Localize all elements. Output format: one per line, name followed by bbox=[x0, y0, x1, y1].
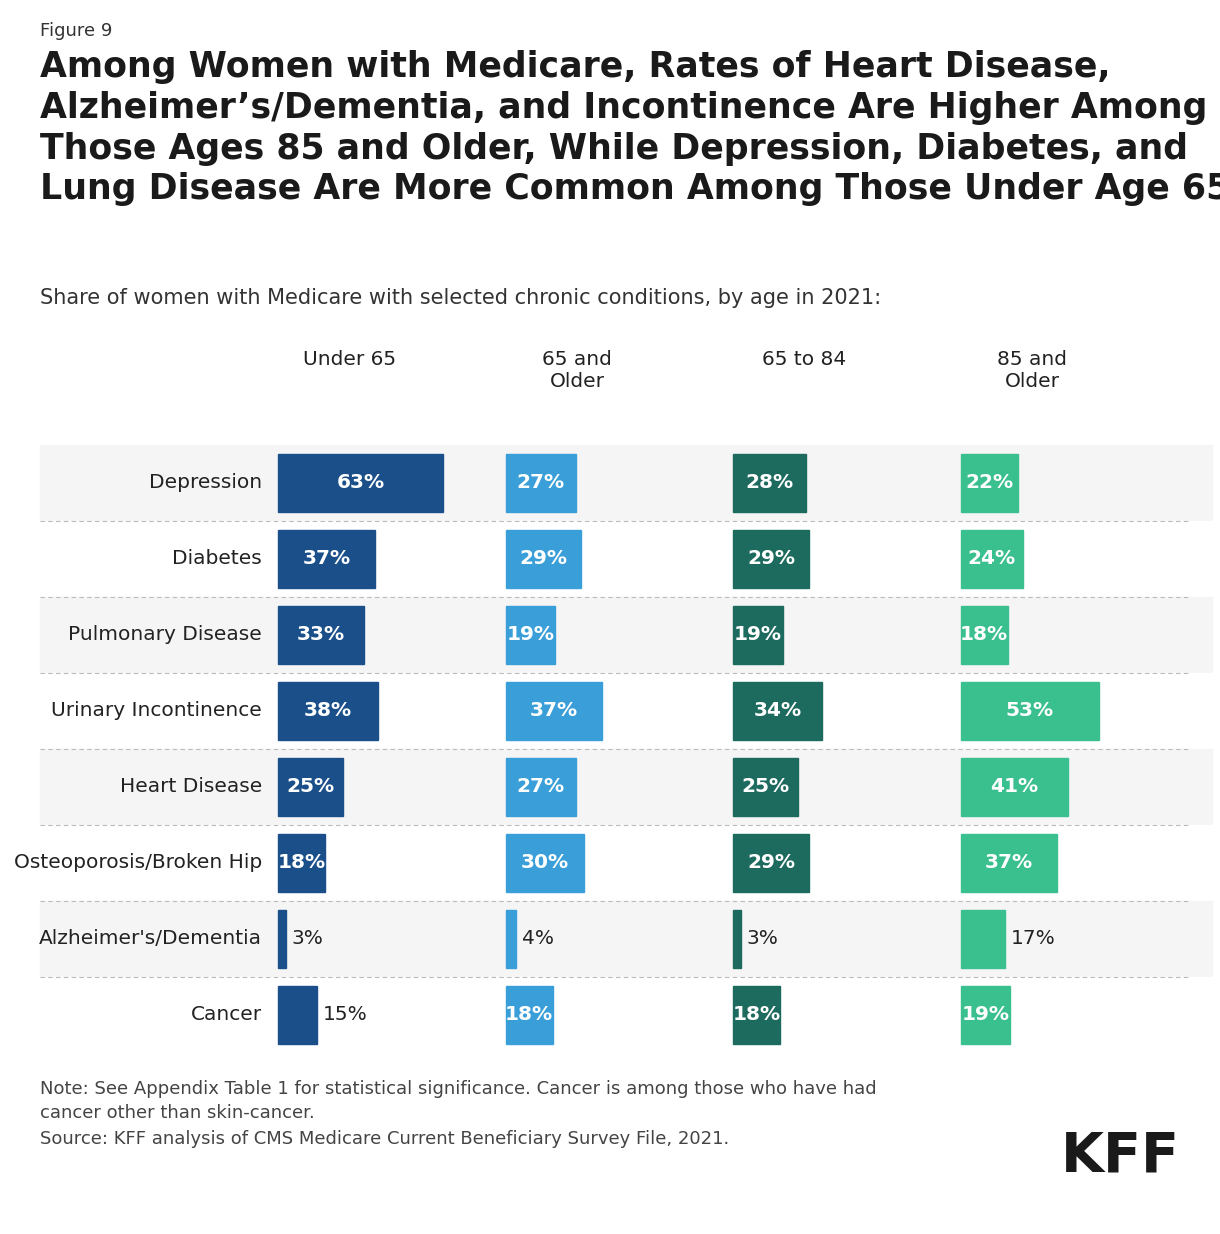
Text: 29%: 29% bbox=[747, 854, 795, 872]
Bar bbox=[733, 682, 822, 740]
Bar bbox=[960, 682, 1099, 740]
Bar bbox=[505, 529, 582, 587]
Bar bbox=[505, 986, 553, 1044]
Text: 25%: 25% bbox=[742, 777, 789, 796]
Bar bbox=[40, 901, 1211, 977]
Text: 53%: 53% bbox=[1005, 701, 1054, 721]
Text: Osteoporosis/Broken Hip: Osteoporosis/Broken Hip bbox=[13, 854, 262, 872]
Text: 18%: 18% bbox=[960, 626, 1008, 644]
Text: 17%: 17% bbox=[1011, 929, 1055, 949]
Bar bbox=[278, 986, 317, 1044]
Bar bbox=[505, 682, 603, 740]
Bar bbox=[733, 986, 780, 1044]
Text: 65 to 84: 65 to 84 bbox=[762, 350, 847, 369]
Bar bbox=[733, 834, 809, 892]
Bar bbox=[960, 606, 1008, 664]
Text: Among Women with Medicare, Rates of Heart Disease,
Alzheimer’s/Dementia, and Inc: Among Women with Medicare, Rates of Hear… bbox=[40, 51, 1220, 206]
Bar bbox=[505, 454, 576, 512]
Bar bbox=[278, 454, 443, 512]
Bar bbox=[733, 529, 809, 587]
Text: 65 and
Older: 65 and Older bbox=[542, 350, 612, 391]
Bar bbox=[960, 454, 1019, 512]
Bar bbox=[960, 529, 1024, 587]
Text: 19%: 19% bbox=[506, 626, 554, 644]
Text: 37%: 37% bbox=[529, 701, 578, 721]
Bar bbox=[278, 758, 344, 816]
Bar bbox=[40, 673, 1211, 749]
Text: 3%: 3% bbox=[747, 929, 778, 949]
Text: 19%: 19% bbox=[961, 1006, 1009, 1024]
Bar bbox=[960, 834, 1058, 892]
Bar bbox=[505, 909, 516, 967]
Text: 29%: 29% bbox=[747, 549, 795, 569]
Text: 25%: 25% bbox=[287, 777, 334, 796]
Bar bbox=[960, 986, 1010, 1044]
Text: 3%: 3% bbox=[292, 929, 323, 949]
Bar bbox=[505, 758, 576, 816]
Text: Pulmonary Disease: Pulmonary Disease bbox=[68, 626, 262, 644]
Text: Urinary Incontinence: Urinary Incontinence bbox=[51, 701, 262, 721]
Text: 85 and
Older: 85 and Older bbox=[997, 350, 1068, 391]
Text: 37%: 37% bbox=[985, 854, 1033, 872]
Bar bbox=[278, 606, 365, 664]
Bar bbox=[960, 909, 1005, 967]
Text: 24%: 24% bbox=[967, 549, 1016, 569]
Bar bbox=[960, 758, 1068, 816]
Bar bbox=[733, 909, 741, 967]
Bar bbox=[40, 445, 1211, 521]
Bar bbox=[40, 521, 1211, 597]
Text: 29%: 29% bbox=[520, 549, 567, 569]
Bar bbox=[733, 758, 798, 816]
Text: 18%: 18% bbox=[505, 1006, 553, 1024]
Text: 18%: 18% bbox=[732, 1006, 781, 1024]
Text: 18%: 18% bbox=[277, 854, 326, 872]
Text: Note: See Appendix Table 1 for statistical significance. Cancer is among those w: Note: See Appendix Table 1 for statistic… bbox=[40, 1080, 877, 1122]
Text: Alzheimer's/Dementia: Alzheimer's/Dementia bbox=[39, 929, 262, 949]
Text: 38%: 38% bbox=[304, 701, 351, 721]
Bar bbox=[278, 529, 375, 587]
Text: 28%: 28% bbox=[745, 474, 794, 492]
Text: Figure 9: Figure 9 bbox=[40, 22, 112, 39]
Text: 4%: 4% bbox=[522, 929, 554, 949]
Bar bbox=[40, 977, 1211, 1053]
Bar bbox=[505, 606, 555, 664]
Bar bbox=[40, 597, 1211, 673]
Bar bbox=[278, 682, 377, 740]
Text: Diabetes: Diabetes bbox=[172, 549, 262, 569]
Text: Heart Disease: Heart Disease bbox=[120, 777, 262, 796]
Text: Source: KFF analysis of CMS Medicare Current Beneficiary Survey File, 2021.: Source: KFF analysis of CMS Medicare Cur… bbox=[40, 1130, 730, 1148]
Bar bbox=[278, 909, 285, 967]
Bar bbox=[278, 834, 326, 892]
Text: Share of women with Medicare with selected chronic conditions, by age in 2021:: Share of women with Medicare with select… bbox=[40, 288, 881, 308]
Text: 27%: 27% bbox=[517, 777, 565, 796]
Text: 15%: 15% bbox=[323, 1006, 368, 1024]
Text: KFF: KFF bbox=[1061, 1130, 1180, 1183]
Text: 41%: 41% bbox=[991, 777, 1038, 796]
Text: 22%: 22% bbox=[965, 474, 1014, 492]
Bar bbox=[40, 826, 1211, 901]
Text: 37%: 37% bbox=[303, 549, 350, 569]
Bar bbox=[505, 834, 584, 892]
Bar bbox=[733, 606, 783, 664]
Text: Depression: Depression bbox=[149, 474, 262, 492]
Text: 19%: 19% bbox=[734, 626, 782, 644]
Text: 34%: 34% bbox=[754, 701, 802, 721]
Text: Under 65: Under 65 bbox=[303, 350, 396, 369]
Bar bbox=[733, 454, 806, 512]
Text: 30%: 30% bbox=[521, 854, 569, 872]
Text: 63%: 63% bbox=[337, 474, 384, 492]
Text: 33%: 33% bbox=[298, 626, 345, 644]
Text: 27%: 27% bbox=[517, 474, 565, 492]
Bar bbox=[40, 749, 1211, 826]
Text: Cancer: Cancer bbox=[190, 1006, 262, 1024]
